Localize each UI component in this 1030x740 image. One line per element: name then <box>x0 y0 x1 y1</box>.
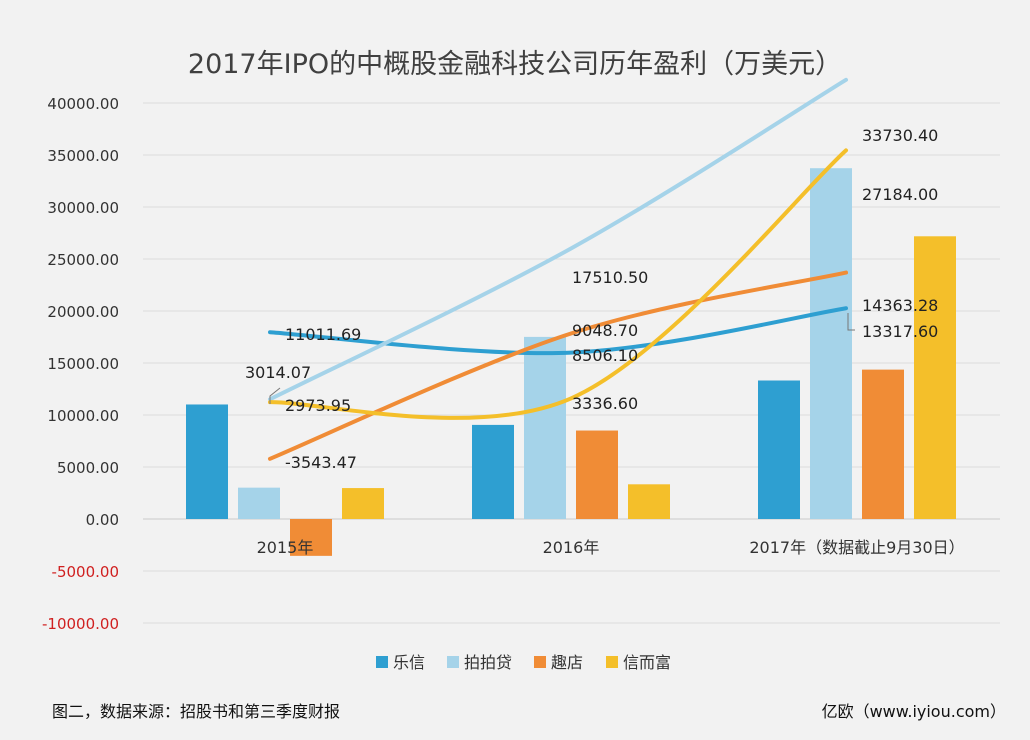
bar <box>628 484 670 519</box>
data-label: 2973.95 <box>285 396 351 415</box>
legend-swatch <box>376 656 388 668</box>
bars <box>186 168 956 556</box>
trend-line <box>268 306 848 356</box>
bar <box>342 488 384 519</box>
y-tick-label: 40000.00 <box>47 95 119 113</box>
legend-label: 乐信 <box>393 653 425 672</box>
bar <box>524 336 566 519</box>
data-label: 13317.60 <box>862 322 938 341</box>
trend-line <box>268 77 848 402</box>
trend-lines <box>268 77 848 461</box>
bar <box>472 424 514 519</box>
bar <box>576 430 618 519</box>
y-tick-label: 25000.00 <box>47 251 119 269</box>
legend-label: 拍拍贷 <box>464 653 512 672</box>
chart-title: 2017年IPO的中概股金融科技公司历年盈利（万美元） <box>188 49 842 80</box>
y-tick-label: 10000.00 <box>47 407 119 425</box>
data-labels: 11011.69 9048.70 13317.60 3014.07 17510.50 33… <box>245 126 938 472</box>
legend: 乐信 拍拍贷 趣店 信而富 <box>376 653 671 672</box>
y-tick-label: -5000.00 <box>52 563 119 581</box>
data-label: 8506.10 <box>572 346 638 365</box>
legend-swatch <box>534 656 546 668</box>
x-axis: 2015年 2016年 2017年（数据截止9月30日） <box>257 538 965 557</box>
legend-swatch <box>447 656 459 668</box>
data-label: 3014.07 <box>245 363 311 382</box>
data-label: 27184.00 <box>862 185 938 204</box>
trend-line <box>268 148 848 420</box>
leader-line <box>269 387 281 404</box>
x-category-label: 2017年（数据截止9月30日） <box>749 538 964 557</box>
data-label: 33730.40 <box>862 126 938 145</box>
bar <box>758 380 800 519</box>
data-label: 17510.50 <box>572 268 648 287</box>
data-label: 9048.70 <box>572 321 638 340</box>
y-tick-label: -10000.00 <box>42 615 119 633</box>
y-axis: -10000.00 -5000.00 0.00 5000.00 10000.00 1500… <box>42 95 119 633</box>
data-label: -3543.47 <box>285 453 357 472</box>
legend-label: 信而富 <box>623 653 671 672</box>
bar <box>186 404 228 519</box>
y-tick-label: 35000.00 <box>47 147 119 165</box>
legend-label: 趣店 <box>551 653 583 672</box>
y-tick-label: 0.00 <box>86 511 119 529</box>
x-category-label: 2015年 <box>257 538 314 557</box>
data-label: 11011.69 <box>285 325 361 344</box>
bar <box>290 519 332 556</box>
y-tick-label: 15000.00 <box>47 355 119 373</box>
footer-credit: 亿欧（www.iyiou.com） <box>821 702 1006 721</box>
y-tick-label: 5000.00 <box>57 459 119 477</box>
trend-line <box>268 270 848 461</box>
bar <box>914 236 956 519</box>
data-label: 14363.28 <box>862 296 938 315</box>
bar <box>810 168 852 519</box>
y-tick-label: 20000.00 <box>47 303 119 321</box>
grid <box>143 102 1000 624</box>
footer-source: 图二，数据来源：招股书和第三季度财报 <box>52 702 341 721</box>
y-tick-label: 30000.00 <box>47 199 119 217</box>
legend-swatch <box>606 656 618 668</box>
x-category-label: 2016年 <box>543 538 600 557</box>
data-label: 3336.60 <box>572 394 638 413</box>
bar <box>238 487 280 519</box>
leader-line <box>847 313 855 331</box>
bar <box>862 369 904 519</box>
